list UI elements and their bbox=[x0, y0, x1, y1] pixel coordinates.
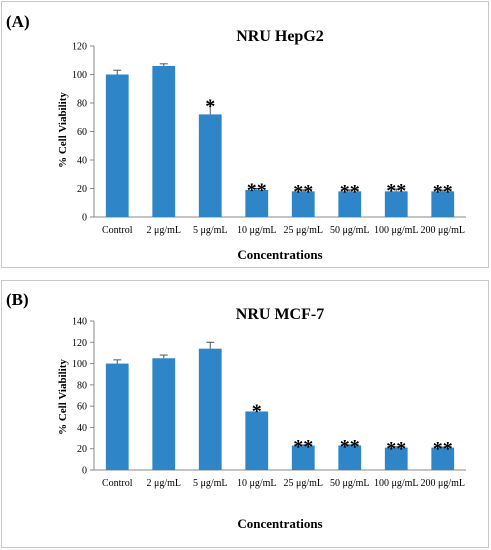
chart-a-category-label: 100 μg/mL bbox=[374, 225, 419, 236]
chart-b-bar bbox=[245, 411, 269, 470]
chart-a-category-label: 25 μg/mL bbox=[283, 225, 323, 236]
chart-b-ytick-label: 60 bbox=[77, 402, 87, 413]
chart-b-category-label: 200 μg/mL bbox=[420, 478, 465, 489]
chart-b-xlabel: Concentrations bbox=[237, 516, 322, 531]
chart-a-category-label: 2 μg/mL bbox=[146, 225, 181, 236]
chart-a-significance-label: ** bbox=[340, 181, 360, 203]
chart-b-ytick-label: 140 bbox=[72, 317, 87, 328]
chart-b-significance-label: ** bbox=[293, 436, 313, 458]
chart-b-category-label: 100 μg/mL bbox=[374, 478, 419, 489]
chart-b-bar bbox=[152, 358, 176, 470]
chart-b-ytick-label: 100 bbox=[72, 359, 87, 370]
chart-b-bar bbox=[338, 445, 362, 470]
chart-b-significance-label: ** bbox=[340, 436, 360, 458]
panel-b-label: (B) bbox=[6, 290, 29, 309]
chart-a-category-label: 200 μg/mL bbox=[420, 225, 465, 236]
chart-a-ytick-label: 80 bbox=[77, 99, 87, 110]
chart-a-bar bbox=[291, 191, 315, 217]
chart-a-category-label: 5 μg/mL bbox=[193, 225, 228, 236]
chart-a-significance-label: ** bbox=[293, 181, 313, 203]
chart-a-ylabel: % Cell Viability bbox=[57, 92, 69, 168]
chart-a-ytick-label: 0 bbox=[82, 213, 87, 224]
chart-b-significance-label: ** bbox=[433, 438, 453, 460]
chart-b-ytick-label: 40 bbox=[77, 423, 87, 434]
chart-a-category-label: Control bbox=[102, 225, 133, 236]
chart-b-ytick-label: 0 bbox=[82, 466, 87, 477]
chart-a-significance-label: ** bbox=[247, 180, 267, 202]
chart-a-bar bbox=[198, 114, 222, 217]
chart-a-xlabel: Concentrations bbox=[237, 247, 322, 262]
chart-b-ytick-label: 120 bbox=[72, 338, 87, 349]
chart-a-ytick-label: 100 bbox=[72, 70, 87, 81]
chart-a-bar bbox=[384, 191, 408, 217]
chart-a-significance-label: * bbox=[205, 95, 215, 117]
chart-b-ytick-label: 80 bbox=[77, 380, 87, 391]
chart-b-category-label: 5 μg/mL bbox=[193, 478, 228, 489]
chart-a-ytick-label: 120 bbox=[72, 42, 87, 53]
chart-a-category-label: 50 μg/mL bbox=[330, 225, 370, 236]
chart-b-category-label: 50 μg/mL bbox=[330, 478, 370, 489]
chart-a-ytick-label: 60 bbox=[77, 127, 87, 138]
chart-b-category-label: 2 μg/mL bbox=[146, 478, 181, 489]
chart-b-significance-label: ** bbox=[386, 438, 406, 460]
chart-a-bar bbox=[338, 191, 362, 217]
panel-a-label: (A) bbox=[6, 12, 30, 31]
chart-a-significance-label: ** bbox=[386, 180, 406, 202]
chart-a-ytick-label: 40 bbox=[77, 156, 87, 167]
chart-a-bar bbox=[245, 189, 269, 217]
chart-a-title: NRU HepG2 bbox=[236, 28, 324, 45]
chart-b-ytick-label: 20 bbox=[77, 444, 87, 455]
chart-b-bar bbox=[105, 363, 129, 470]
chart-a-category-label: 10 μg/mL bbox=[237, 225, 277, 236]
chart-a-significance-label: ** bbox=[433, 181, 453, 203]
chart-a-bar bbox=[105, 74, 129, 217]
chart-a-bar bbox=[152, 65, 176, 217]
chart-b-bar bbox=[198, 348, 222, 470]
panel-b-frame bbox=[1, 280, 489, 548]
chart-a-bar bbox=[431, 191, 455, 217]
chart-b-category-label: 25 μg/mL bbox=[283, 478, 323, 489]
chart-b-bar bbox=[384, 447, 408, 470]
chart-b-bar bbox=[291, 445, 315, 470]
chart-b-ylabel: % Cell Viability bbox=[57, 359, 69, 435]
chart-a-ytick-label: 20 bbox=[77, 184, 87, 195]
chart-b-bar bbox=[431, 447, 455, 470]
chart-b-significance-label: * bbox=[252, 400, 262, 422]
chart-b-category-label: 10 μg/mL bbox=[237, 478, 277, 489]
chart-b-title: NRU MCF-7 bbox=[236, 306, 324, 323]
panel-a-frame bbox=[1, 1, 489, 268]
chart-b-category-label: Control bbox=[102, 478, 133, 489]
